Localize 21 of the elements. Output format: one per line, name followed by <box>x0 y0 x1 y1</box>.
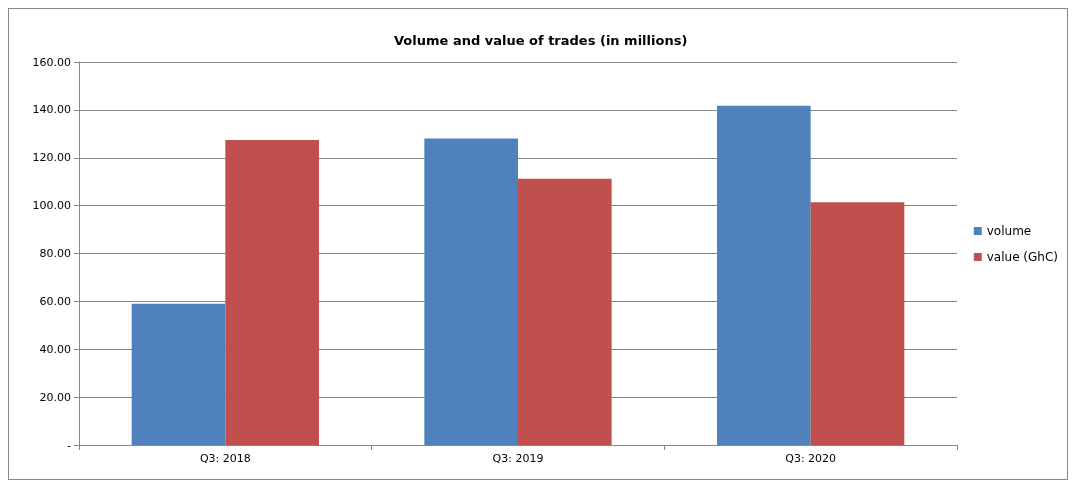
y-tick-label: 120.00 <box>32 151 71 165</box>
x-tick-label: Q3: 2019 <box>492 452 544 465</box>
bar <box>424 138 518 445</box>
y-tick-label: 40.00 <box>39 342 71 356</box>
y-tick-label: 80.00 <box>39 247 71 260</box>
x-tick-label: Q3: 2020 <box>785 452 837 465</box>
y-tick-label: 20.00 <box>39 390 71 404</box>
y-tick-label: 140.00 <box>32 103 71 117</box>
bar <box>225 140 319 445</box>
legend-label: value (GhC) <box>986 250 1059 264</box>
bar <box>810 202 905 445</box>
bar <box>717 105 811 445</box>
x-tick-label: Q3: 2018 <box>199 452 251 465</box>
y-tick-label: 100.00 <box>32 199 71 213</box>
bar <box>131 303 226 445</box>
legend-label: volume <box>986 224 1032 238</box>
chart-title: Volume and value of trades (in millions) <box>394 33 688 48</box>
y-tick-label: 60.00 <box>39 294 71 308</box>
y-tick-label: 160.00 <box>32 55 71 69</box>
y-tick-label: - <box>67 438 72 452</box>
bar <box>518 178 612 445</box>
